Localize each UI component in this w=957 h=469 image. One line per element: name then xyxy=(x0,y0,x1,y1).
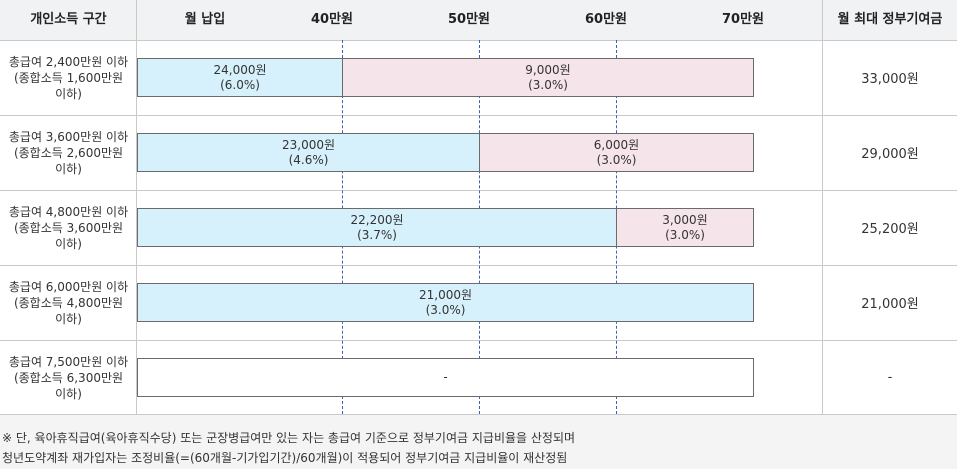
bar-segment: 6,000원 (3.0%) xyxy=(479,133,754,172)
bar-segment-label: 23,000원 xyxy=(281,137,336,152)
income-group-label-line: 이하) xyxy=(55,386,82,401)
income-group-label-line: (종합소득 4,800만원 xyxy=(13,295,124,310)
bar-segment-label: 6,000원 xyxy=(593,137,640,152)
bar-segment-label: 9,000원 xyxy=(525,62,571,77)
axis-tick-label: 50만원 xyxy=(447,12,490,27)
bar-segment: 23,000원 (4.6%) xyxy=(137,133,480,172)
income-group-label: 총급여 7,500만원 이하 (종합소득 6,300만원 이하) xyxy=(0,342,137,413)
bar-segment-label: (3.0%) xyxy=(425,302,466,317)
footnote-line-1: ※ 단, 육아휴직급여(육아휴직수당) 또는 군장병급여만 있는 자는 총급여 … xyxy=(2,431,576,445)
bar-segment-label: (3.7%) xyxy=(357,227,397,242)
bar-segment-label: 21,000원 xyxy=(418,287,473,302)
income-group-label-line: 총급여 7,500만원 이하 xyxy=(8,354,129,369)
header-max-contribution: 월 최대 정부기여금 xyxy=(837,12,943,27)
income-group-label: 총급여 4,800만원 이하 (종합소득 3,600만원 이하) xyxy=(0,192,137,263)
bar-segment-label: (6.0%) xyxy=(220,77,260,92)
income-group-label-line: (종합소득 6,300만원 xyxy=(13,370,124,385)
bar-segment-label: (4.6%) xyxy=(288,152,329,167)
bar-segment: 9,000원 (3.0%) xyxy=(342,58,754,97)
income-group-label-line: 이하) xyxy=(55,236,82,251)
header-monthly-payment: 월 납입 xyxy=(184,12,226,27)
income-group-label-line: (종합소득 3,600만원 xyxy=(13,220,124,235)
max-contribution-value: 25,200원 xyxy=(861,222,919,237)
axis-tick-label: 60만원 xyxy=(584,12,627,27)
income-group-label-line: (종합소득 1,600만원 xyxy=(13,70,124,85)
bar-segment-label: (3.0%) xyxy=(596,152,637,167)
max-contribution-value: 21,000원 xyxy=(861,297,919,312)
axis-tick-label: 40만원 xyxy=(310,12,353,27)
bar-segment-label: 3,000원 xyxy=(662,212,708,227)
column-divider-left xyxy=(136,0,137,414)
bar-segment-label: - xyxy=(443,370,448,384)
axis-tick-label: 70만원 xyxy=(721,12,764,27)
bar-segment-label: (3.0%) xyxy=(528,77,568,92)
bar-segment: 24,000원 (6.0%) xyxy=(137,58,343,97)
bar-segment: - xyxy=(137,358,754,397)
row-divider xyxy=(0,115,957,116)
income-group-label: 총급여 2,400만원 이하 (종합소득 1,600만원 이하) xyxy=(0,42,137,113)
max-contribution-value: - xyxy=(887,370,893,385)
bar-segment: 22,200원 (3.7%) xyxy=(137,208,617,247)
table-bottom-line xyxy=(0,414,957,415)
max-contribution-value: 33,000원 xyxy=(861,72,919,87)
income-group-label-line: 이하) xyxy=(55,86,82,101)
column-divider-right xyxy=(822,0,823,414)
income-group-label-line: 이하) xyxy=(55,311,82,326)
bar-segment: 3,000원 (3.0%) xyxy=(616,208,754,247)
income-group-label-line: (종합소득 2,600만원 xyxy=(13,145,124,160)
bar-segment-label: 22,200원 xyxy=(350,212,404,227)
income-group-label: 총급여 6,000만원 이하 (종합소득 4,800만원 이하) xyxy=(0,267,137,338)
bar-segment-label: 24,000원 xyxy=(213,62,267,77)
bar-segment-label: (3.0%) xyxy=(665,227,705,242)
footnote-area xyxy=(0,414,957,469)
header-bottom-line xyxy=(0,40,957,41)
income-group-label-line: 이하) xyxy=(55,161,82,176)
header-income-group: 개인소득 구간 xyxy=(30,12,107,27)
max-contribution-value: 29,000원 xyxy=(861,147,919,162)
header-row xyxy=(0,0,957,40)
income-group-label-line: 총급여 6,000만원 이하 xyxy=(8,279,129,294)
bar-segment: 21,000원 (3.0%) xyxy=(137,283,754,322)
income-group-label: 총급여 3,600만원 이하 (종합소득 2,600만원 이하) xyxy=(0,117,137,188)
row-divider xyxy=(0,265,957,266)
footnote-line-2: 청년도약계좌 재가입자는 조정비율(=(60개월-기가입기간)/60개월)이 적… xyxy=(2,451,568,465)
row-divider xyxy=(0,190,957,191)
income-group-label-line: 총급여 3,600만원 이하 xyxy=(8,129,129,144)
income-group-label-line: 총급여 4,800만원 이하 xyxy=(8,204,129,219)
row-divider xyxy=(0,340,957,341)
income-group-label-line: 총급여 2,400만원 이하 xyxy=(8,54,129,69)
